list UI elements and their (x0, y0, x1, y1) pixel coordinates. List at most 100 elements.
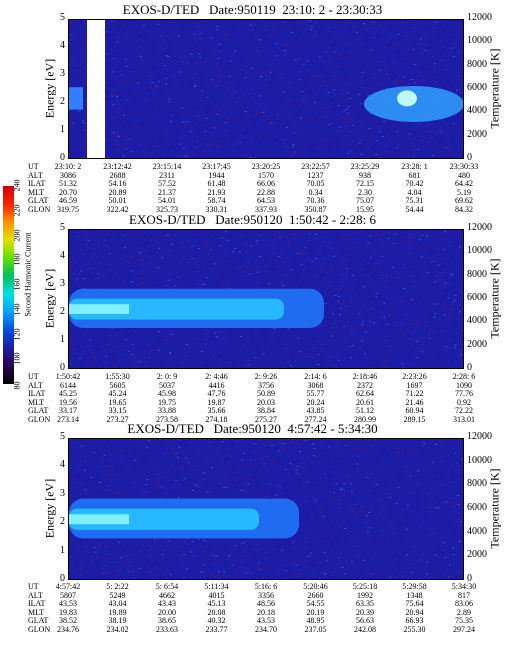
noise-pixel (132, 575, 135, 577)
table-cell: 322.42 (106, 204, 129, 214)
noise-pixel (225, 71, 228, 73)
noise-pixel (69, 322, 72, 324)
table-cell: 325.73 (156, 204, 178, 214)
noise-pixel (327, 30, 330, 32)
noise-pixel (302, 21, 305, 23)
noise-pixel (412, 286, 415, 288)
noise-pixel (322, 515, 325, 517)
noise-pixel (293, 562, 296, 564)
noise-pixel (425, 31, 428, 33)
noise-pixel (397, 447, 400, 449)
table-cell: 75.07 (356, 196, 374, 205)
noise-pixel (199, 32, 202, 34)
noise-pixel (394, 559, 397, 561)
noise-pixel (421, 441, 423, 443)
row-label: GLAT (28, 406, 49, 415)
noise-pixel (359, 230, 362, 232)
noise-pixel (72, 478, 75, 480)
noise-pixel (355, 25, 358, 27)
noise-pixel (457, 254, 459, 256)
y2-tick-label: 12000 (467, 222, 492, 233)
noise-pixel (116, 255, 119, 257)
noise-pixel (449, 273, 452, 275)
noise-pixel (369, 573, 372, 574)
noise-pixel (352, 153, 355, 154)
noise-pixel (272, 25, 275, 27)
noise-pixel (178, 446, 181, 447)
noise-pixel (298, 71, 300, 73)
noise-pixel (79, 70, 82, 72)
noise-pixel (357, 93, 360, 95)
noise-pixel (439, 237, 442, 239)
noise-pixel (164, 89, 167, 91)
noise-pixel (421, 140, 424, 142)
noise-pixel (215, 336, 218, 337)
noise-pixel (169, 352, 172, 354)
noise-pixel (199, 362, 202, 363)
noise-pixel (120, 557, 123, 559)
noise-pixel (158, 41, 161, 43)
noise-pixel (344, 258, 347, 260)
noise-pixel (129, 493, 132, 495)
noise-pixel (140, 56, 143, 58)
noise-pixel (432, 533, 435, 534)
noise-pixel (121, 131, 124, 133)
noise-pixel (460, 353, 463, 355)
noise-pixel (109, 474, 112, 476)
noise-pixel (377, 567, 380, 569)
noise-pixel (399, 80, 402, 82)
noise-pixel (452, 301, 455, 303)
noise-pixel (133, 482, 136, 484)
noise-pixel (412, 156, 415, 158)
noise-pixel (460, 458, 463, 460)
noise-pixel (207, 36, 210, 38)
noise-pixel (211, 554, 214, 556)
noise-pixel (454, 344, 457, 346)
noise-pixel (170, 114, 173, 116)
noise-pixel (446, 68, 448, 70)
noise-pixel (333, 54, 336, 56)
noise-pixel (311, 75, 314, 77)
noise-pixel (89, 349, 92, 351)
noise-pixel (90, 477, 93, 478)
noise-pixel (137, 113, 140, 115)
noise-pixel (147, 572, 150, 574)
table-cell: 54.55 (306, 599, 325, 608)
noise-pixel (185, 457, 188, 459)
noise-pixel (256, 544, 259, 546)
noise-pixel (282, 366, 285, 368)
colorbar-tick-label: 120 (12, 328, 22, 340)
noise-pixel (348, 121, 351, 123)
noise-pixel (194, 554, 196, 556)
noise-pixel (86, 570, 89, 571)
noise-pixel (211, 573, 213, 574)
noise-pixel (256, 443, 259, 445)
noise-pixel (259, 235, 262, 236)
noise-pixel (115, 94, 118, 96)
noise-pixel (70, 556, 72, 557)
noise-pixel (383, 28, 386, 30)
noise-pixel (318, 103, 321, 105)
noise-pixel (316, 146, 319, 148)
table-cell: 23:25:29 (350, 162, 380, 171)
noise-pixel (137, 126, 140, 128)
noise-pixel (106, 466, 109, 468)
noise-pixel (378, 130, 381, 132)
noise-pixel (363, 22, 366, 24)
noise-pixel (375, 484, 378, 486)
noise-pixel (344, 300, 347, 302)
noise-pixel (403, 264, 406, 265)
noise-pixel (244, 77, 247, 79)
noise-pixel (122, 353, 125, 355)
noise-pixel (169, 563, 172, 565)
noise-pixel (455, 499, 458, 501)
noise-pixel (336, 130, 339, 132)
noise-pixel (279, 257, 282, 259)
noise-pixel (302, 63, 305, 65)
noise-pixel (170, 244, 173, 245)
noise-pixel (74, 39, 77, 40)
noise-pixel (219, 330, 222, 332)
noise-pixel (244, 270, 247, 272)
noise-pixel (345, 149, 348, 151)
noise-pixel (94, 558, 97, 560)
